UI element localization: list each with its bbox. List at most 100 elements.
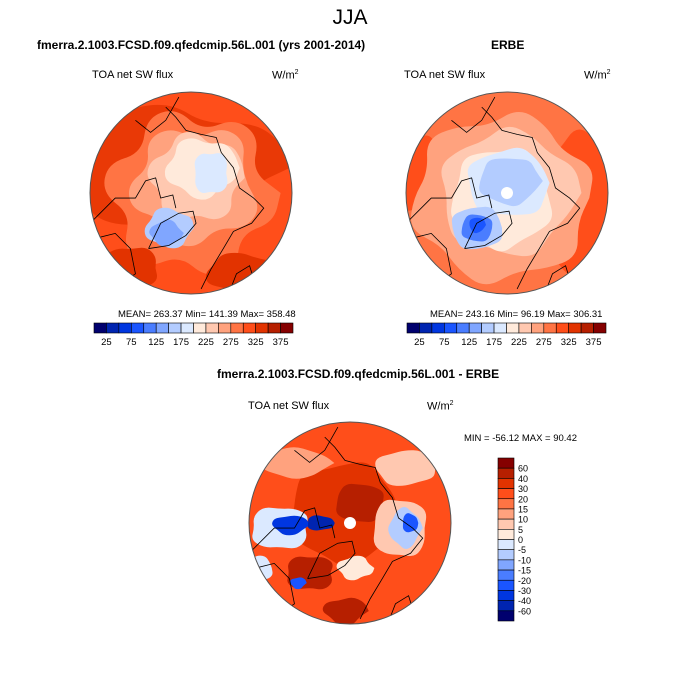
colorbar-tick-label: 0 [518, 535, 523, 545]
colorbar-box [131, 322, 145, 334]
colorbar-box [497, 508, 515, 520]
colorbar-tick-label: 325 [248, 337, 264, 348]
coastline [165, 106, 265, 290]
panel-title-obs: ERBE [491, 38, 525, 52]
colorbar-tick-label: 5 [518, 525, 523, 535]
colorbar-tick-label: 325 [561, 337, 577, 348]
colorbar-tick-label: 275 [223, 337, 239, 348]
colorbar-tick-label: 15 [518, 504, 528, 514]
colorbar-box [497, 610, 515, 622]
colorbar-tick-label: 25 [101, 337, 112, 348]
colorbar-box [143, 322, 157, 334]
coastline [90, 177, 177, 224]
coastline [464, 210, 513, 249]
colorbar-tick-label: 125 [461, 337, 477, 348]
colorbar-box [255, 322, 269, 334]
colorbar-tick-label: 175 [173, 337, 189, 348]
colorbar-box [205, 322, 219, 334]
colorbar-box [518, 322, 532, 334]
colorbar-box [468, 322, 482, 334]
stats-diff: MIN = -56.12 MAX = 90.42 [464, 433, 578, 444]
colorbar-tick-label: -5 [518, 545, 526, 555]
colorbar-box [406, 322, 420, 334]
variable-label-model: TOA net SW flux [92, 69, 174, 81]
colorbar-box [431, 322, 445, 334]
stats-obs: MEAN= 243.16 Min= 96.19 Max= 306.31 [430, 309, 603, 320]
coastline [324, 436, 424, 620]
colorbar-box [444, 322, 458, 334]
main-title: JJA [332, 6, 368, 29]
map-border [248, 421, 452, 625]
colorbar-box [118, 322, 132, 334]
colorbar-box [497, 478, 515, 489]
colorbar-box [493, 322, 507, 334]
coastline [249, 507, 336, 554]
colorbar-box [481, 322, 495, 334]
colorbar-box [497, 457, 515, 469]
units-label-model: W/m2 [272, 69, 299, 82]
colorbar-box [568, 322, 582, 334]
colorbar-tick-label: 175 [486, 337, 502, 348]
units-label-diff: W/m2 [427, 400, 454, 413]
colorbar-box [497, 559, 515, 571]
coastline [481, 106, 581, 290]
units-label-obs: W/m2 [584, 69, 611, 82]
panel-title-diff: fmerra.2.1003.FCSD.f09.qfedcmip.56L.001 … [217, 367, 500, 381]
colorbar-box [506, 322, 520, 334]
colorbar-box [497, 529, 515, 540]
coastline [148, 210, 197, 249]
colorbar-box [497, 488, 515, 500]
map-field-diff [249, 422, 451, 624]
coastline [135, 96, 180, 133]
colorbar-tick-label: 125 [148, 337, 164, 348]
colorbar-box [497, 518, 515, 530]
colorbar-box [497, 579, 515, 591]
colorbar-box [497, 549, 515, 561]
variable-label-obs: TOA net SW flux [404, 69, 486, 81]
colorbar-box [555, 322, 569, 334]
colorbar-box [168, 322, 182, 334]
colorbar-box [543, 322, 557, 334]
map-field-obs [406, 92, 608, 294]
colorbar-tick-label: -20 [518, 576, 531, 586]
colorbar-tick-label: 40 [518, 474, 528, 484]
colorbar-box [456, 322, 470, 334]
colorbar-box [593, 322, 607, 334]
colorbar-tick-label: 75 [126, 337, 137, 348]
colorbar-tick-label: 10 [518, 515, 528, 525]
colorbar-box [280, 322, 294, 334]
colorbar-box [419, 322, 433, 334]
panel-title-model: fmerra.2.1003.FCSD.f09.qfedcmip.56L.001 … [37, 38, 366, 52]
colorbar-box [218, 322, 232, 334]
colorbar-box [531, 322, 545, 334]
colorbar-tick-label: -15 [518, 566, 531, 576]
colorbar-tick-label: 30 [518, 484, 528, 494]
colorbar-box [93, 322, 107, 334]
colorbar-tick-label: -60 [518, 606, 531, 616]
colorbar-box [193, 322, 207, 334]
colorbar-box [497, 569, 515, 581]
coastline [307, 540, 356, 579]
colorbar-box [497, 467, 515, 479]
colorbar-tick-label: -40 [518, 596, 531, 606]
colorbar-box [580, 322, 594, 334]
map-border [89, 91, 293, 295]
colorbar-tick-label: 275 [536, 337, 552, 348]
colorbar-box [155, 322, 169, 334]
coastline [406, 177, 493, 224]
variable-label-diff: TOA net SW flux [248, 400, 330, 412]
colorbar-tick-label: 25 [414, 337, 425, 348]
map-field-model [90, 92, 292, 294]
coastline [451, 96, 496, 133]
colorbar-box [497, 590, 515, 601]
colorbar-tick-label: 375 [586, 337, 602, 348]
colorbar-tick-label: 20 [518, 494, 528, 504]
colorbar-tick-label: 225 [511, 337, 527, 348]
colorbar-box [106, 322, 120, 334]
colorbar-box [497, 498, 515, 510]
colorbar-box [180, 322, 194, 334]
colorbar-box [230, 322, 244, 334]
colorbar-tick-label: 75 [439, 337, 450, 348]
colorbar-box [267, 322, 281, 334]
